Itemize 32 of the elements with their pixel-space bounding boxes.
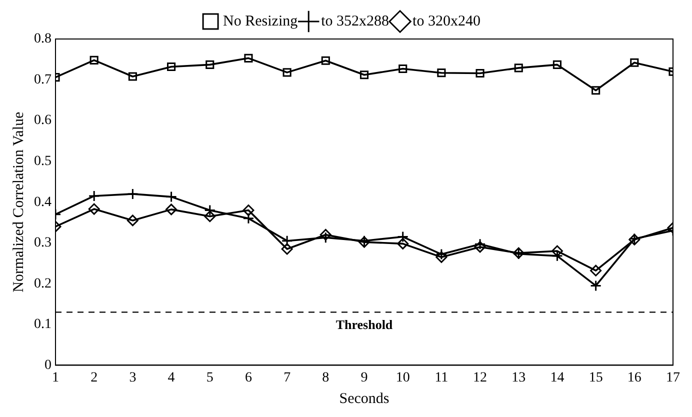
x-tick-label: 16 <box>627 370 642 386</box>
y-tick-label: 0.4 <box>34 194 52 210</box>
y-tick-label: 0.1 <box>34 317 52 332</box>
x-tick-label: 14 <box>550 370 564 386</box>
x-tick-label: 12 <box>473 370 488 386</box>
x-tick-label: 3 <box>129 370 136 386</box>
x-tick-label: 2 <box>90 370 98 386</box>
legend-label: No Resizing <box>223 13 298 30</box>
y-tick-label: 0.7 <box>34 72 52 88</box>
legend-label: to 352x288 <box>321 13 390 30</box>
x-tick-label: 11 <box>434 370 448 386</box>
y-axis-title: Normalized Correlation Value <box>10 112 27 292</box>
x-tick-label: 5 <box>206 370 214 386</box>
x-tick-label: 13 <box>512 370 526 386</box>
x-tick-label: 4 <box>168 370 175 386</box>
x-tick-label: 6 <box>244 370 252 386</box>
x-tick-label: 1 <box>52 370 59 386</box>
x-tick-label: 15 <box>588 370 603 386</box>
x-tick-label: 7 <box>284 370 291 386</box>
legend-label: to 320x240 <box>412 13 480 30</box>
x-tick-label: 8 <box>322 370 330 386</box>
y-tick-label: 0.3 <box>34 236 52 251</box>
y-tick-label: 0 <box>44 358 52 373</box>
x-tick-label: 17 <box>666 370 680 386</box>
x-axis-title: Seconds <box>339 390 390 407</box>
y-tick-label: 0.2 <box>34 276 52 292</box>
y-tick-label: 0.6 <box>34 113 52 128</box>
ref-line-label: Threshold <box>336 317 394 332</box>
x-tick-label: 10 <box>396 370 410 386</box>
y-tick-label: 0.8 <box>34 32 52 47</box>
x-tick-label: 9 <box>360 370 368 386</box>
y-tick-label: 0.5 <box>34 154 52 169</box>
